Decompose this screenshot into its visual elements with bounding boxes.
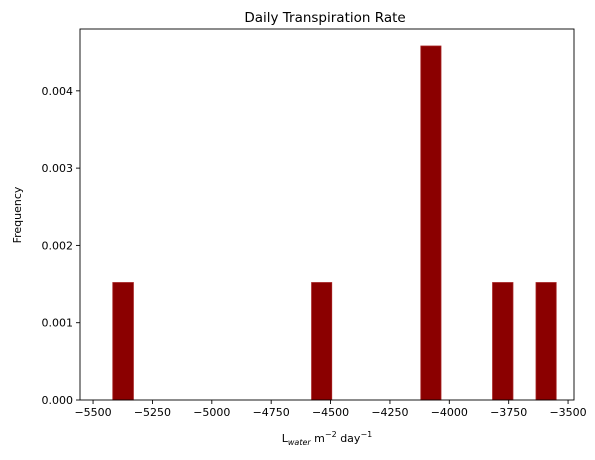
x-axis: −5500 −5250 −5000 −4750 −4500 −4250 −4000 −3750… xyxy=(74,400,586,419)
y-tick-label: 0.004 xyxy=(42,85,74,98)
x-tick-label: −5250 xyxy=(134,406,171,419)
x-tick-label: −4750 xyxy=(253,406,290,419)
x-label-sub: water xyxy=(288,438,312,447)
x-label-unit1: m xyxy=(311,432,325,445)
x-label-exp2: −1 xyxy=(360,430,372,439)
y-tick-label: 0.003 xyxy=(42,162,74,175)
x-tick-label: −4000 xyxy=(431,406,468,419)
y-tick-label: 0.000 xyxy=(42,394,74,407)
y-axis: 0.000 0.001 0.002 0.003 0.004 xyxy=(42,85,81,407)
x-tick-label: −4250 xyxy=(371,406,408,419)
x-tick-label: −5000 xyxy=(193,406,230,419)
x-tick-label: −4500 xyxy=(312,406,349,419)
x-label-exp1: −2 xyxy=(325,430,337,439)
histogram-bar-2 xyxy=(312,283,332,400)
bars-group xyxy=(113,46,556,400)
histogram-bar-4 xyxy=(493,283,513,400)
x-tick-label: −3750 xyxy=(490,406,527,419)
y-tick-label: 0.001 xyxy=(42,317,74,330)
x-label-unit2: day xyxy=(337,432,361,445)
histogram-bar-3 xyxy=(421,46,441,400)
x-axis-label: Lwater m−2 day−1 xyxy=(282,430,372,447)
x-tick-label: −3500 xyxy=(549,406,586,419)
chart-title: Daily Transpiration Rate xyxy=(244,10,405,26)
y-axis-label: Frequency xyxy=(11,186,24,243)
y-tick-label: 0.002 xyxy=(42,239,74,252)
x-tick-label: −5500 xyxy=(74,406,111,419)
histogram-bar-1 xyxy=(113,283,134,400)
histogram-bar-5 xyxy=(536,283,556,400)
